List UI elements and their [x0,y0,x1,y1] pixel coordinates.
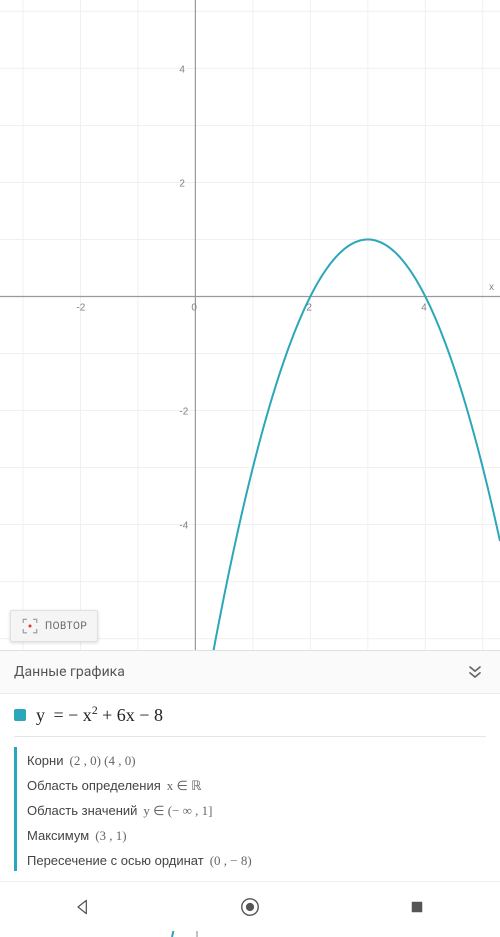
svg-text:-2: -2 [179,407,188,418]
property-row: Область определенияx ∈ ℝ [27,778,486,794]
property-row: Корни(2 , 0) (4 , 0) [27,753,486,769]
repeat-button[interactable]: ПОВТОР [10,610,98,642]
property-value: x ∈ ℝ [161,778,202,793]
property-label: Максимум [27,828,89,843]
center-focus-icon [21,617,39,635]
equation-card: y = − x2 + 6x − 8 Корни(2 , 0) (4 , 0) Об… [0,693,500,886]
panel-title: Данные графика [14,664,125,680]
property-row: Область значенийy ∈ (− ∞ , 1] [27,803,486,819]
plot-svg: -2024-4-224 [0,0,500,650]
property-label: Область значений [27,803,137,818]
chevron-double-down-icon[interactable] [464,661,486,683]
svg-text:-4: -4 [179,521,188,532]
nav-home-button[interactable] [230,887,270,927]
svg-text:-2: -2 [76,302,85,313]
repeat-button-label: ПОВТОР [45,621,87,632]
property-value: (0 , − 8) [204,853,252,868]
properties-list: Корни(2 , 0) (4 , 0) Область определенияx… [14,747,486,871]
property-row: Максимум(3 , 1) [27,828,486,844]
svg-text:2: 2 [179,178,185,189]
equation-row[interactable]: y = − x2 + 6x − 8 [14,704,486,737]
property-row: Пересечение с осью ординат(0 , − 8) [27,853,486,869]
graph-plot[interactable]: -2024-4-224 x ПОВТОР [0,0,500,650]
property-value: (2 , 0) (4 , 0) [63,753,135,768]
svg-text:4: 4 [421,302,427,313]
data-panel: Данные графика y = − x2 + 6x − 8 Корни(2… [0,650,500,892]
nav-back-button[interactable] [63,887,103,927]
x-axis-label: x [489,282,494,293]
series-swatch [14,709,26,721]
property-label: Корни [27,753,63,768]
nav-recent-button[interactable] [397,887,437,927]
property-label: Область определения [27,778,161,793]
property-label: Пересечение с осью ординат [27,853,204,868]
svg-text:0: 0 [191,302,197,313]
property-value: y ∈ (− ∞ , 1] [137,803,212,818]
svg-text:4: 4 [179,64,185,75]
equation-text: y = − x2 + 6x − 8 [36,704,163,726]
property-value: (3 , 1) [89,828,126,843]
android-navbar [0,881,500,931]
panel-header[interactable]: Данные графика [0,651,500,693]
